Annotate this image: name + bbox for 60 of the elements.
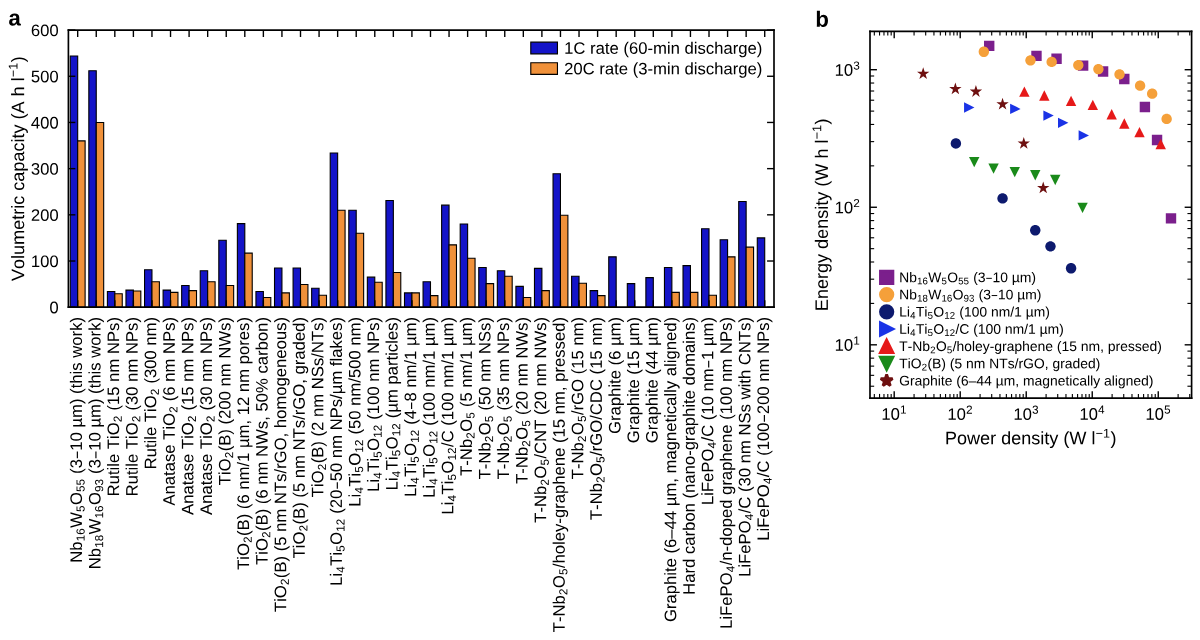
y-tick-label: 200	[31, 209, 59, 222]
x-tick-label: Li$_{4}$Ti$_{5}$O$_{12}$ (4–8 nm/1 µm)	[404, 318, 420, 496]
legend-label: 1C rate (60-min discharge)	[565, 41, 762, 58]
x-tick-label: TiO$_{2}$(B) (6 nm NWs, 50% carbon)	[255, 318, 272, 565]
x-tick-label: 10$^{1}$	[882, 405, 906, 420]
chart-title: a	[9, 13, 21, 26]
x-tick-label: Nb$_{16}$W$_{5}$O$_{55}$ (3–10 µm) (this work)	[69, 318, 86, 562]
x-tick-label: Anatase TiO$_{2}$ (15 nm NPs)	[181, 318, 197, 515]
x-tick-label: Li$_{4}$Ti$_{5}$O$_{12}$ (µm particles)	[385, 317, 402, 490]
x-tick-label: T-Nb$_{2}$O$_{5}$/rGO/CDC (15 nm)	[589, 318, 606, 520]
y-tick-label: 10$^{1}$	[835, 336, 860, 351]
y-tick-label: 400	[31, 116, 59, 129]
x-tick-label: Rutile TiO$_{2}$ (30 nm NPs)	[125, 318, 142, 496]
y-tick-label: 10$^{3}$	[835, 61, 860, 76]
x-tick-label: Anatase TiO$_{2}$ (30 nm NPs)	[199, 318, 216, 515]
x-tick-label: TiO$_{2}$(B) (6 nm/1 µm, 12 nm pores)	[236, 318, 253, 570]
y-tick-label: 600	[31, 24, 59, 37]
y-tick-label: 100	[32, 255, 59, 268]
x-tick-label: Rutile TiO$_{2}$ (300 nm)	[144, 317, 160, 469]
y-tick-label: 10$^{2}$	[835, 198, 860, 214]
y-tick-label: 300	[31, 163, 59, 175]
y-axis-title: Energy density (W h l$^{−1}$)	[812, 119, 832, 310]
x-tick-label: 10$^{5}$	[1146, 405, 1171, 420]
x-tick-label: 10$^{2}$	[948, 405, 972, 421]
x-tick-label: Li$_{4}$Ti$_{5}$O$_{12}$/C (100 nm/1 µm)	[441, 318, 457, 514]
x-tick-label: Rutile TiO$_{2}$ (15 nm NPs)	[106, 318, 123, 496]
x-tick-label: T-Nb$_{2}$O$_{5}$ (5 nm/1 µm)	[459, 317, 476, 476]
x-tick-label: TiO$_{2}$(B) (2 nm NSs/NTs)	[311, 318, 327, 497]
y-tick-label: 0	[50, 301, 59, 314]
x-tick-label: Anatase TiO$_{2}$ (6 nm NPs)	[162, 318, 179, 506]
x-tick-label: T-Nb$_{2}$O$_{5}$ (20 nm NWs)	[515, 318, 532, 484]
x-tick-label: Li$_{4}$Ti$_{5}$O$_{12}$ (100 nm NPs)	[366, 317, 383, 491]
x-tick-label: 10$^{3}$	[1014, 405, 1039, 421]
x-tick-label: LiFePO$_{4}$/C (30 nm NSs with CNTs)	[738, 318, 754, 576]
x-tick-label: Li$_{4}$Ti$_{5}$O$_{12}$ (100 nm/1 µm)	[422, 318, 439, 497]
chart-title: b	[816, 10, 828, 27]
x-tick-label: Graphite (6–44 µm, magnetically aligned)	[664, 317, 680, 622]
x-tick-label: LiFePO$_{4}$/n-doped graphene (100 nm NPs)	[719, 318, 736, 628]
x-tick-label: Li$_{4}$Ti$_{5}$O$_{12}$ (20–50 nm NPs/µm flakes)	[329, 318, 346, 585]
x-tick-label: Li$_{4}$Ti$_{5}$O$_{12}$ (50 nm/500 nm)	[348, 317, 364, 506]
x-tick-label: TiO$_{2}$(B) (200 nm NWs)	[218, 318, 234, 485]
x-tick-label: T-Nb$_{2}$O$_{5}$ (50 nm NSs)	[478, 318, 494, 480]
x-tick-label: TiO$_{2}$(B) (5 nm NTs/rGO, homogeneous)	[274, 318, 290, 612]
x-tick-label: Hard carbon (nano-graphite domains)	[682, 317, 699, 594]
y-axis-title: Volumetric capacity (A h l$^{−1}$)	[8, 57, 28, 281]
x-tick-label: LiFePO$_{4}$/C (10 nm–1 µm)	[701, 318, 717, 504]
x-tick-label: TiO$_{2}$(B) (5 nm NTs/rGO, graded)	[292, 318, 309, 559]
x-tick-label: T-Nb$_{2}$O$_{5}$ (35 nm NPs)	[496, 318, 513, 480]
x-tick-label: T-Nb$_{2}$O$_{5}$/rGO (15 nm)	[571, 317, 587, 479]
y-tick-label: 500	[31, 70, 59, 83]
x-tick-label: T-Nb$_{2}$O$_{5}$/holey-graphene (15 nm, pressed)	[552, 318, 569, 632]
x-axis-title: Power density (W l$^{−1}$)	[946, 428, 1116, 449]
x-tick-label: Graphite (44 µm)	[645, 317, 662, 443]
x-tick-label: Graphite (6 µm)	[608, 317, 624, 434]
x-tick-label: LiFePO$_{4}$/C (100–200 nm NPs)	[756, 317, 773, 540]
x-tick-label: T-Nb$_{2}$O$_{5}$/CNT (20 nm NWs)	[534, 317, 550, 523]
x-tick-label: Graphite (15 µm)	[626, 317, 643, 443]
x-tick-label: 10$^{4}$	[1080, 405, 1105, 420]
legend-label: 20C rate (3-min discharge)	[564, 62, 762, 78]
x-tick-label: Nb$_{18}$W$_{16}$O$_{93}$ (3–10 µm) (this work)	[88, 318, 104, 568]
